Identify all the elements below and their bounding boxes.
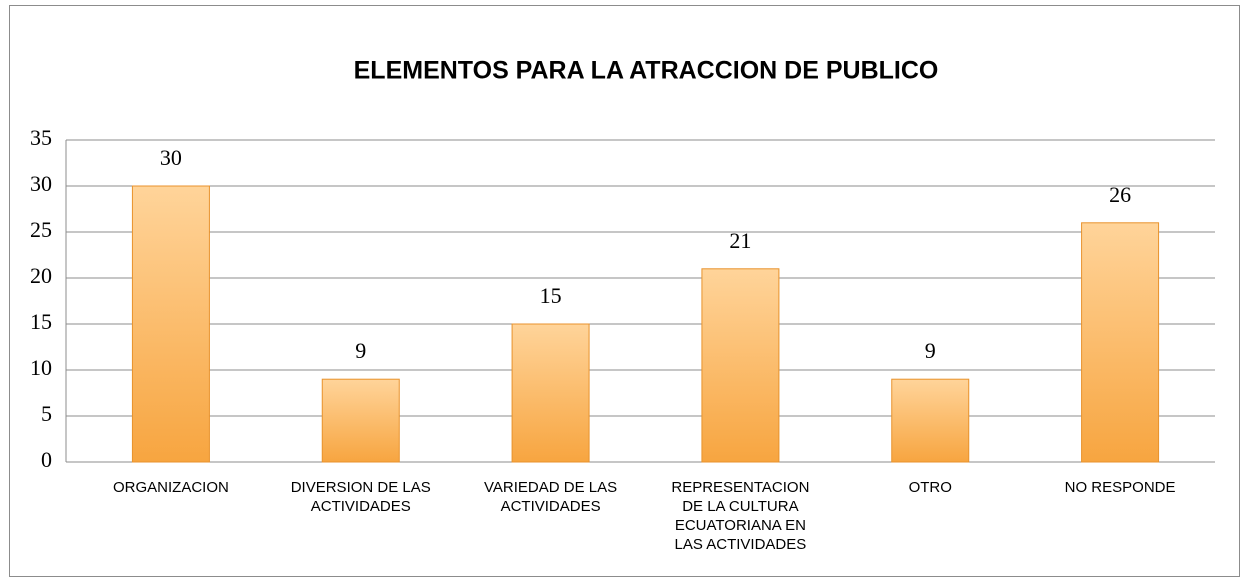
bar xyxy=(511,323,590,463)
x-tick-label: DIVERSION DE LAS ACTIVIDADES xyxy=(290,479,431,515)
bar xyxy=(891,378,970,463)
y-tick-label: 30 xyxy=(30,171,52,196)
bar xyxy=(1081,222,1160,463)
x-tick-label: REPRESENTACION DE LA CULTURA ECUATORIANA… xyxy=(671,479,810,553)
y-tick-label: 0 xyxy=(41,447,52,472)
y-tick-label: 10 xyxy=(30,355,52,380)
value-label: 9 xyxy=(925,338,936,363)
value-label: 21 xyxy=(729,228,751,253)
chart-frame xyxy=(9,5,1240,577)
x-tick-label: VARIEDAD DE LAS ACTIVIDADES xyxy=(484,479,618,515)
value-label: 30 xyxy=(160,145,182,170)
y-tick-label: 25 xyxy=(30,217,52,242)
y-tick-label: 5 xyxy=(41,401,52,426)
value-label: 9 xyxy=(355,338,366,363)
chart-title: ELEMENTOS PARA LA ATRACCION DE PUBLICO xyxy=(354,57,939,85)
x-tick-label: OTRO xyxy=(908,479,952,496)
value-label: 26 xyxy=(1109,182,1131,207)
value-label: 15 xyxy=(540,283,562,308)
y-tick-label: 20 xyxy=(30,263,52,288)
y-tick-label: 15 xyxy=(30,309,52,334)
bar xyxy=(701,268,780,463)
y-tick-label: 35 xyxy=(30,125,52,150)
bar xyxy=(131,185,210,463)
x-tick-label: NO RESPONDE xyxy=(1064,479,1176,496)
bar xyxy=(321,378,400,463)
x-tick-label: ORGANIZACION xyxy=(112,479,229,496)
